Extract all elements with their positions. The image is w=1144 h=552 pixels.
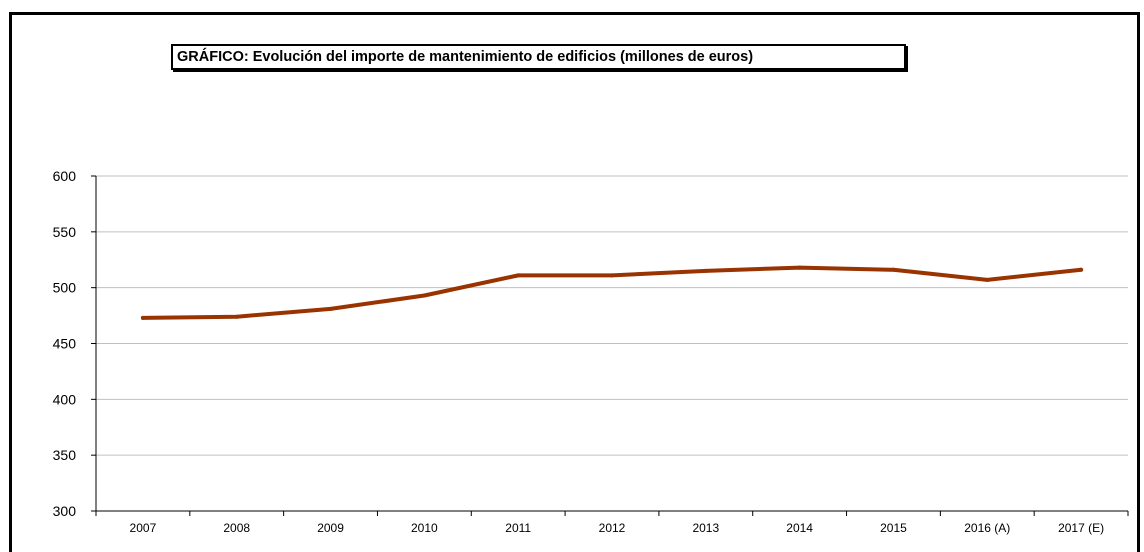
gridlines <box>96 175 1128 456</box>
data-point <box>140 315 145 320</box>
chart-title-box: GRÁFICO: Evolución del importe de manten… <box>171 44 906 70</box>
y-tick-label: 300 <box>53 503 77 519</box>
chart-frame <box>9 12 1140 552</box>
data-point <box>422 293 427 298</box>
y-tick-label: 450 <box>53 336 77 352</box>
data-point <box>985 277 990 282</box>
x-tick-label: 2014 <box>786 521 813 535</box>
x-tick-label: 2012 <box>599 521 626 535</box>
y-tick-label: 550 <box>53 224 77 240</box>
tick-labels: 300 350 400 450 500 550 600 2007 2008 2009 2010 201… <box>53 168 1104 535</box>
data-point <box>328 306 333 311</box>
x-tick-label: 2015 <box>880 521 907 535</box>
x-tick-label: 2009 <box>317 521 344 535</box>
y-tick-label: 350 <box>53 447 77 463</box>
data-point <box>516 273 521 278</box>
data-point <box>891 267 896 272</box>
y-tick-label: 500 <box>53 280 77 296</box>
data-point <box>797 265 802 270</box>
x-tick-label: 2010 <box>411 521 438 535</box>
series-layer <box>140 265 1084 320</box>
x-tick-label: 2008 <box>223 521 250 535</box>
x-tick-label: 2016 (A) <box>964 521 1010 535</box>
x-tick-label: 2011 <box>505 521 531 535</box>
y-tick-label: 400 <box>53 391 77 407</box>
x-tick-label: 2007 <box>130 521 157 535</box>
data-point <box>610 273 614 278</box>
axes <box>91 175 1129 516</box>
x-tick-label: 2017 (E) <box>1058 521 1104 535</box>
data-point <box>1079 267 1084 272</box>
chart-title: GRÁFICO: Evolución del importe de manten… <box>177 49 754 65</box>
data-point <box>234 314 239 319</box>
x-tick-label: 2013 <box>692 521 719 535</box>
data-point <box>703 268 708 273</box>
y-tick-label: 600 <box>53 168 77 184</box>
